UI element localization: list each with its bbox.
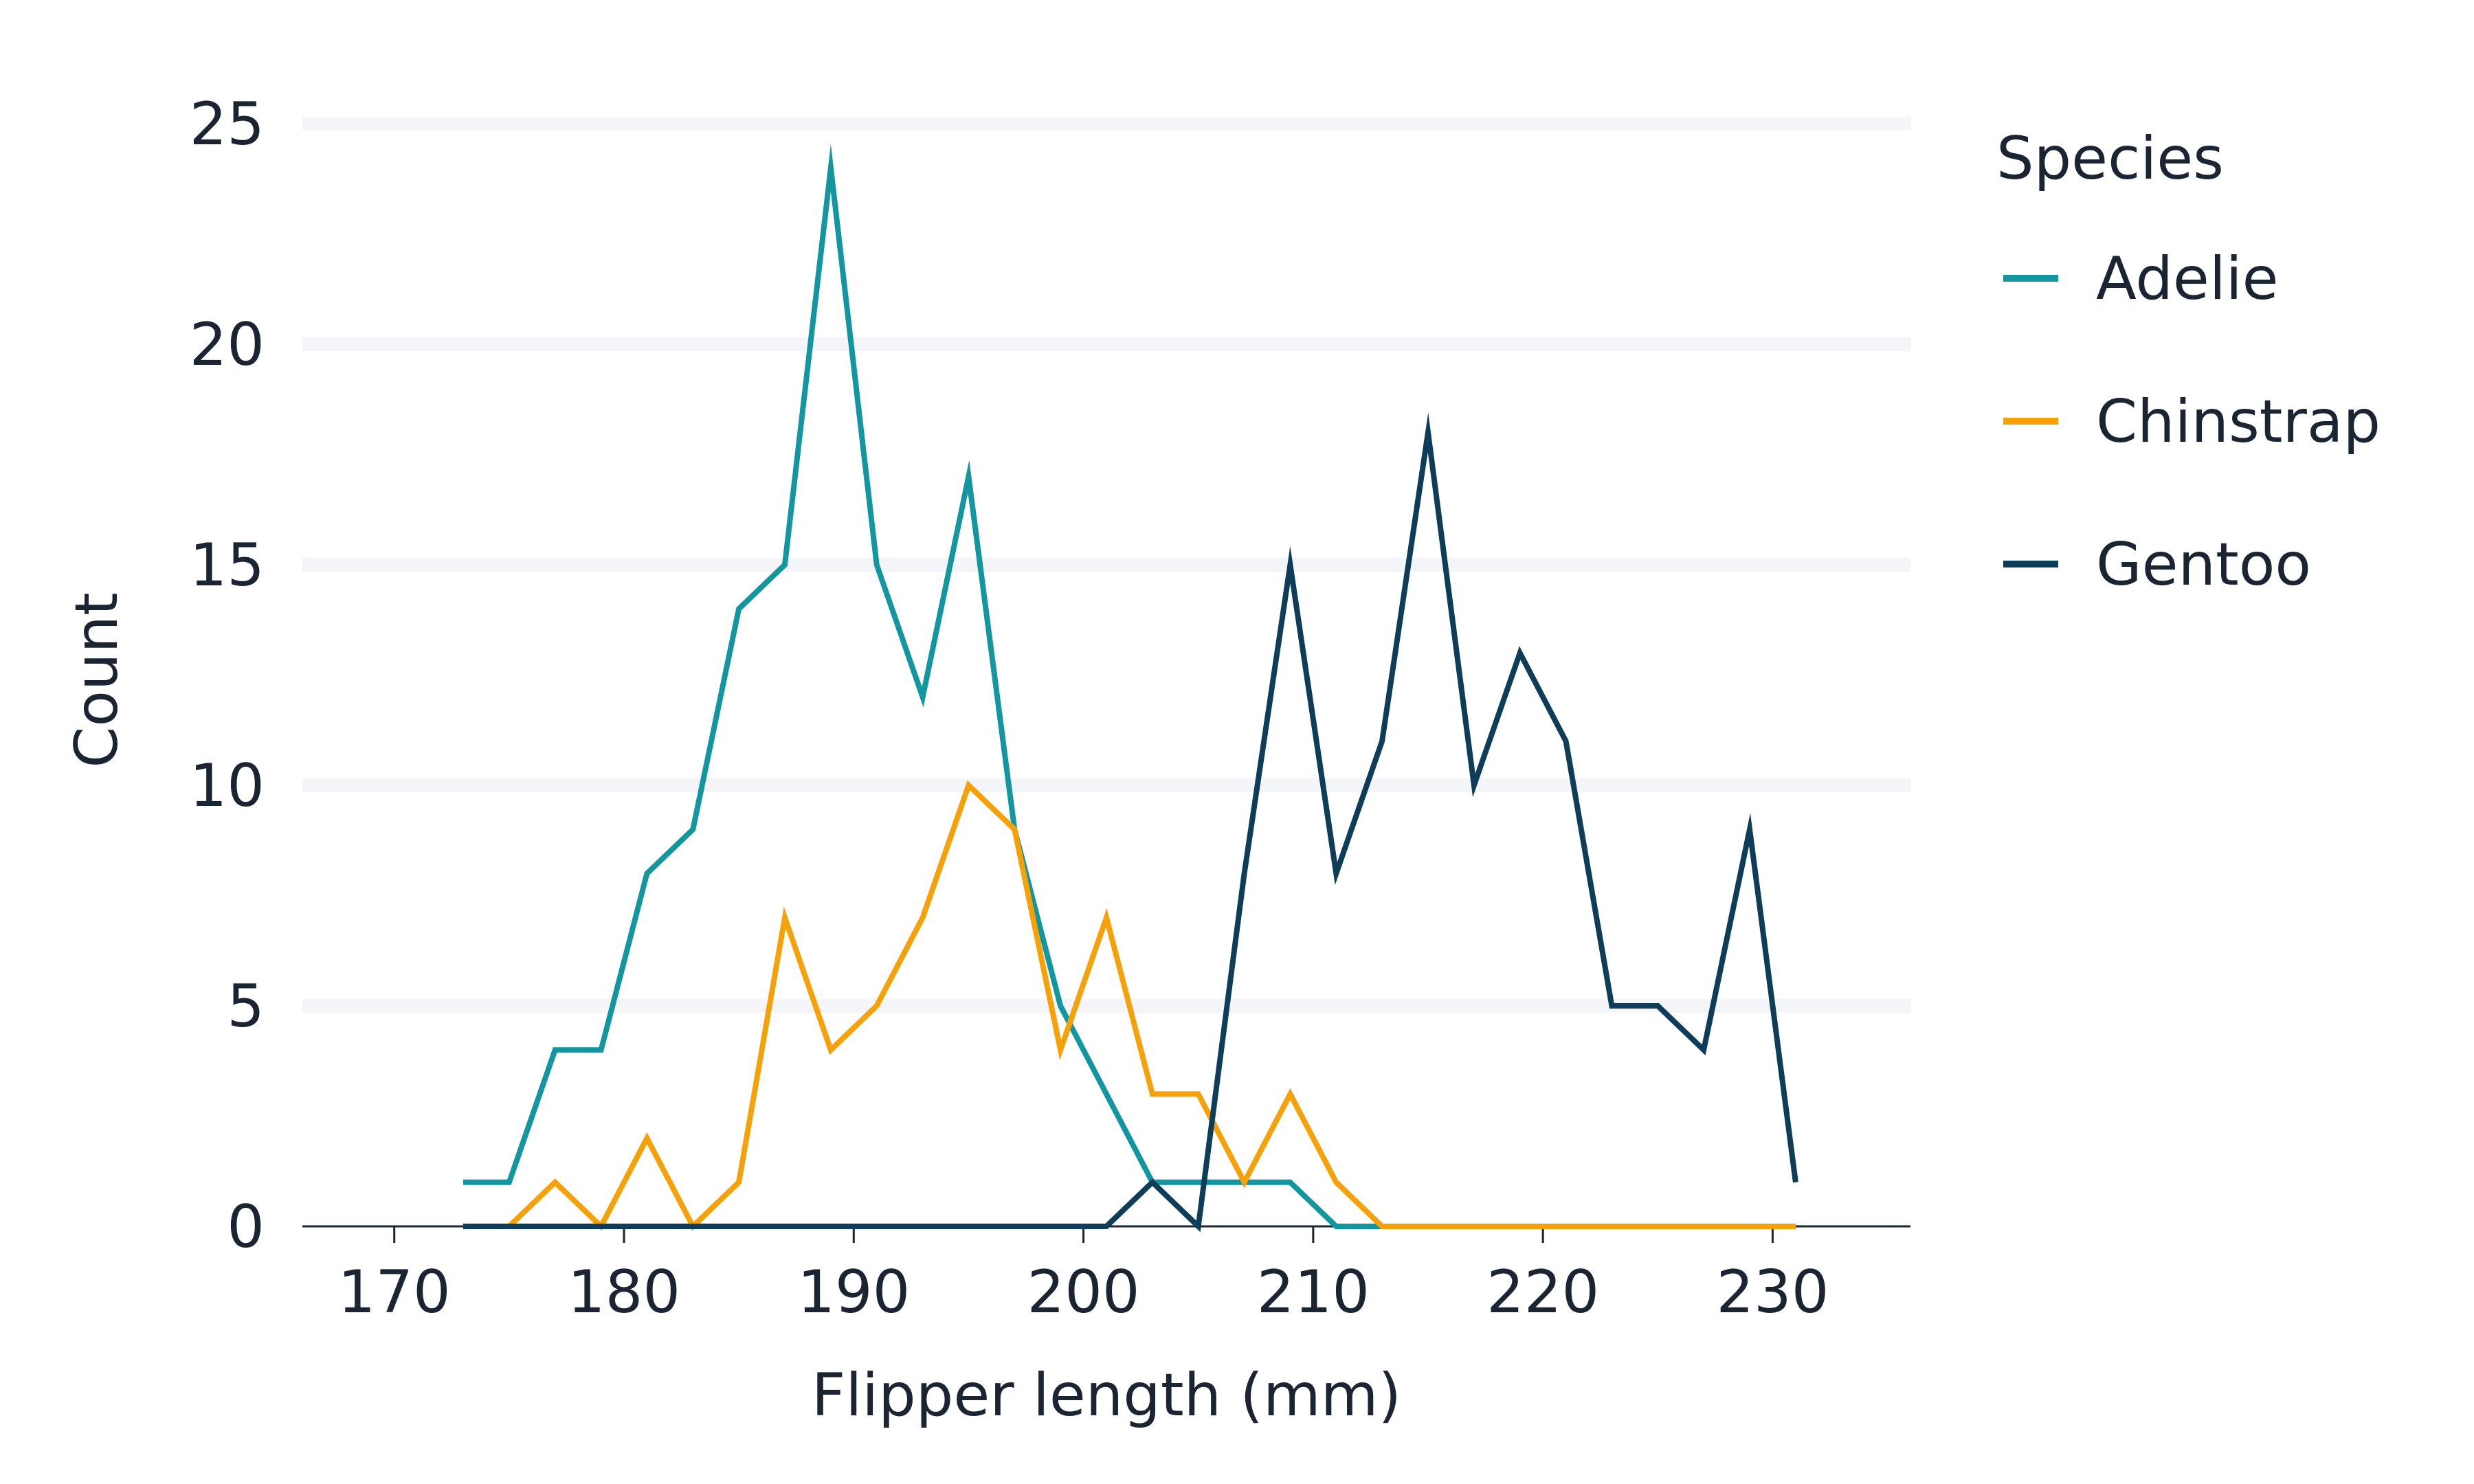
x-tick-label-190: 190 [797, 1258, 910, 1327]
x-tick-label-210: 210 [1257, 1258, 1370, 1327]
gridlines [302, 117, 1910, 1013]
legend-title: Species [1996, 124, 2224, 193]
y-tick-label-10: 10 [190, 752, 265, 820]
x-axis-title: Flipper length (mm) [812, 1361, 1401, 1430]
y-tick-label-25: 25 [190, 90, 265, 159]
x-tick-label-230: 230 [1716, 1258, 1829, 1327]
x-tick-label-170: 170 [338, 1258, 451, 1327]
y-tick-label-15: 15 [190, 531, 265, 600]
series-line-gentoo [463, 412, 1798, 1233]
legend-label-gentoo: Gentoo [2096, 530, 2311, 599]
legend-label-adelie: Adelie [2096, 245, 2279, 313]
legend-label-chinstrap: Chinstrap [2096, 387, 2381, 456]
series-line-chinstrap [463, 780, 1796, 1231]
x-tick-label-220: 220 [1486, 1258, 1599, 1327]
y-tick-label-20: 20 [190, 311, 265, 379]
legend: Species Adelie Chinstrap Gentoo [1996, 124, 2381, 599]
x-tick-label-200: 200 [1027, 1258, 1139, 1327]
y-axis-title: Count [63, 592, 131, 767]
x-tick-label-180: 180 [568, 1258, 680, 1327]
series-lines [463, 144, 1798, 1233]
series-line-adelie [463, 144, 1796, 1229]
y-tick-label-0: 0 [227, 1193, 265, 1261]
y-tick-label-5: 5 [227, 972, 265, 1041]
